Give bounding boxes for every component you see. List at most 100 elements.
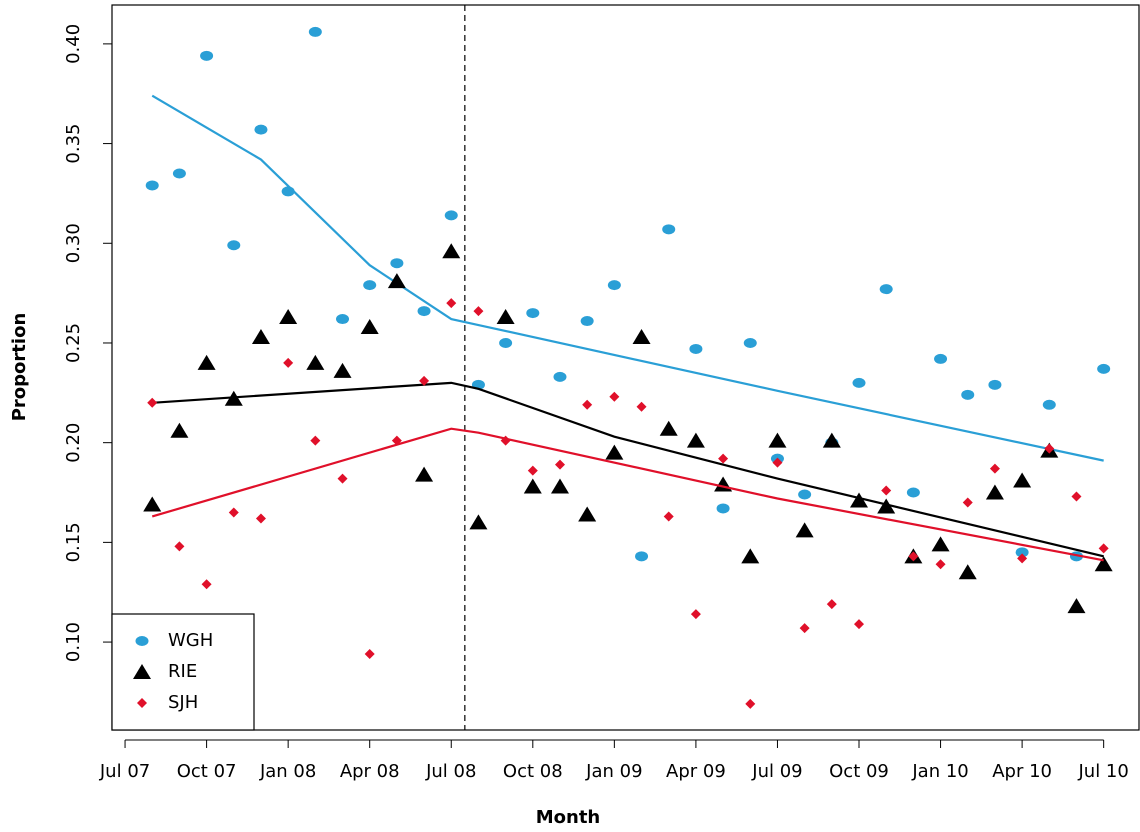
point <box>224 390 243 406</box>
y-tick-label: 0.10 <box>63 622 84 662</box>
point <box>799 623 810 634</box>
point <box>227 240 241 251</box>
point <box>360 319 379 335</box>
point <box>446 298 457 309</box>
point <box>795 522 814 538</box>
x-tick-label: Jul 08 <box>425 761 476 782</box>
point <box>143 496 162 512</box>
y-tick-label: 0.20 <box>63 423 84 463</box>
point <box>605 444 624 460</box>
legend-marker <box>137 698 147 708</box>
point <box>854 619 865 630</box>
point <box>201 579 212 590</box>
point <box>1017 553 1028 564</box>
point <box>772 457 783 468</box>
point <box>934 353 948 364</box>
point <box>741 548 760 564</box>
point <box>985 484 1004 500</box>
point <box>174 541 185 552</box>
x-tick-label: Apr 09 <box>666 761 726 782</box>
point <box>798 489 812 500</box>
point <box>333 362 352 378</box>
point <box>147 397 158 408</box>
legend-label: WGH <box>168 630 213 651</box>
point <box>172 168 186 179</box>
point <box>745 698 756 709</box>
legend-marker <box>135 636 149 646</box>
point <box>961 389 975 400</box>
point <box>336 314 350 325</box>
point <box>958 564 977 580</box>
point <box>768 432 787 448</box>
x-tick-label: Jul 07 <box>99 761 150 782</box>
x-tick-label: Jan 09 <box>585 761 642 782</box>
point <box>415 466 434 482</box>
point <box>255 513 266 524</box>
point <box>609 391 620 402</box>
point <box>553 371 567 382</box>
y-tick-label: 0.35 <box>63 124 84 164</box>
point <box>1067 598 1086 614</box>
point <box>500 435 511 446</box>
point <box>306 354 325 370</box>
point <box>636 401 647 412</box>
x-tick-label: Apr 10 <box>992 761 1052 782</box>
point <box>852 377 866 388</box>
plot-frame <box>111 4 1140 731</box>
point <box>580 316 594 327</box>
point <box>1015 547 1029 558</box>
point <box>308 26 322 37</box>
point <box>170 422 189 438</box>
x-tick-label: Jul 09 <box>751 761 802 782</box>
point <box>1098 543 1109 554</box>
point <box>387 273 406 289</box>
point <box>283 357 294 368</box>
point <box>469 514 488 530</box>
point <box>743 337 757 348</box>
y-axis-label: Proportion <box>9 313 30 422</box>
point <box>228 507 239 518</box>
point <box>527 465 538 476</box>
point <box>442 243 461 259</box>
point <box>826 599 837 610</box>
point <box>499 337 513 348</box>
point <box>526 308 540 319</box>
point <box>145 180 159 191</box>
point <box>877 498 896 514</box>
legend-marker <box>133 664 151 679</box>
point <box>935 559 946 570</box>
point <box>988 379 1002 390</box>
point <box>716 503 730 514</box>
point <box>364 649 375 660</box>
point <box>523 478 542 494</box>
point <box>473 306 484 317</box>
x-tick-label: Jan 08 <box>259 761 316 782</box>
point <box>718 453 729 464</box>
point <box>363 280 377 291</box>
point <box>1097 363 1111 374</box>
point <box>632 328 651 344</box>
y-tick-label: 0.25 <box>63 323 84 363</box>
trend-line <box>152 381 1104 558</box>
point <box>1044 443 1055 454</box>
point <box>822 432 841 448</box>
point <box>662 224 676 235</box>
x-tick-label: Jan 10 <box>911 761 968 782</box>
trend-line <box>151 427 1104 562</box>
point <box>419 375 430 386</box>
point <box>444 210 458 221</box>
point <box>962 497 973 508</box>
point <box>908 551 919 562</box>
point <box>281 186 295 197</box>
point <box>279 309 298 325</box>
point <box>931 536 950 552</box>
y-tick-label: 0.40 <box>63 24 84 64</box>
point <box>881 485 892 496</box>
point <box>690 609 701 620</box>
x-tick-label: Apr 08 <box>340 761 400 782</box>
point <box>337 473 348 484</box>
point <box>1071 491 1082 502</box>
point <box>254 124 268 135</box>
point <box>496 309 515 325</box>
point <box>689 343 703 354</box>
